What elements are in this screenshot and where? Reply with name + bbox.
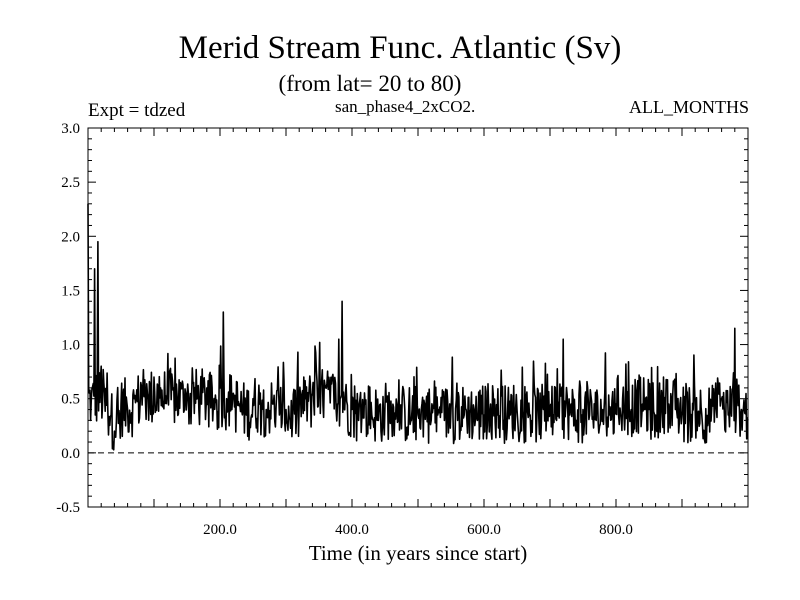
months-label: ALL_MONTHS	[629, 97, 749, 117]
y-tick-label: -0.5	[56, 500, 80, 516]
y-tick-label: 2.5	[61, 175, 80, 191]
series-line	[87, 203, 749, 451]
x-tick-label: 200.0	[203, 522, 237, 538]
x-axis-label: Time (in years since start)	[308, 541, 528, 565]
plot-frame	[87, 127, 749, 508]
x-tick-label: 600.0	[467, 522, 501, 538]
run-name-label: san_phase4_2xCO2.	[335, 97, 476, 116]
axis-layer: -0.5 0.0 0.5 1.0 1.5 2.0 2.5 3.0 200.0 400.0 600.0…	[56, 121, 749, 538]
x-tick-label: 800.0	[599, 522, 633, 538]
y-tick-label: 1.5	[61, 283, 80, 299]
chart-title: Merid Stream Func. Atlantic (Sv)	[178, 30, 622, 66]
y-tick-label: 3.0	[61, 121, 80, 137]
y-tick-label: 0.0	[61, 446, 80, 462]
x-tick-label: 400.0	[335, 522, 369, 538]
series-layer	[87, 203, 749, 451]
chart-subtitle: (from lat= 20 to 80)	[278, 71, 462, 96]
y-tick-label: 2.0	[61, 229, 80, 245]
y-tick-label: 0.5	[61, 392, 80, 408]
y-tick-label: 1.0	[61, 338, 80, 354]
experiment-label: Expt = tdzed	[88, 100, 186, 121]
